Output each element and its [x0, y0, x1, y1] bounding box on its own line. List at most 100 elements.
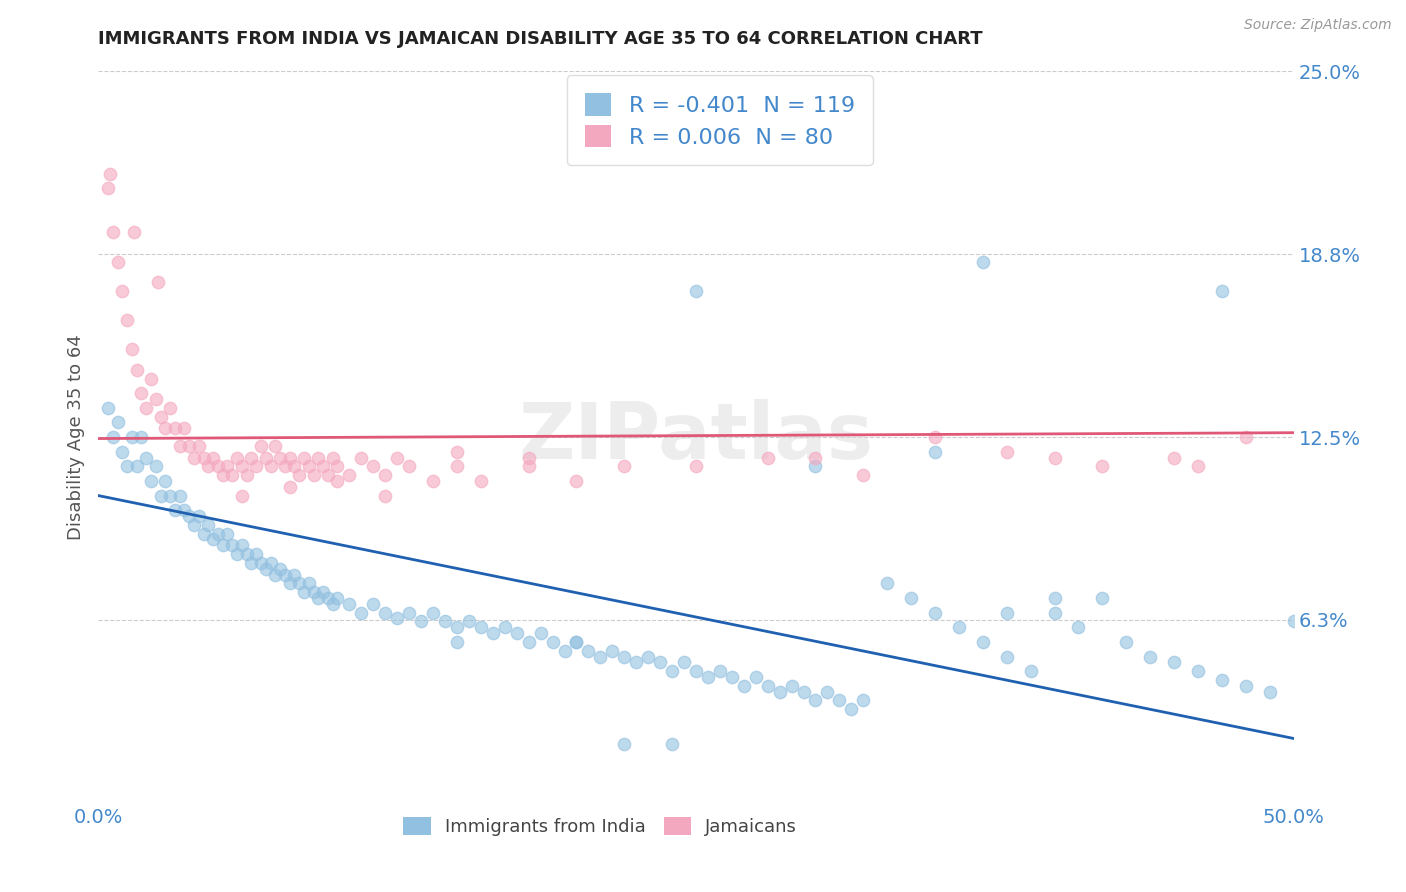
Point [385, 450, 409, 465]
Point [169, 489, 191, 503]
Point [565, 635, 588, 649]
Point [637, 649, 659, 664]
Point [565, 635, 588, 649]
Point [316, 468, 339, 483]
Point [312, 459, 335, 474]
Point [972, 254, 994, 268]
Point [207, 459, 229, 474]
Point [661, 664, 683, 678]
Point [804, 450, 827, 465]
Point [125, 459, 148, 474]
Point [307, 591, 329, 605]
Point [259, 459, 281, 474]
Point [101, 225, 124, 239]
Point [193, 450, 215, 465]
Point [673, 656, 696, 670]
Point [145, 392, 167, 406]
Point [1187, 664, 1209, 678]
Point [135, 401, 157, 415]
Point [235, 547, 257, 561]
Point [613, 737, 636, 751]
Point [202, 533, 225, 547]
Point [115, 313, 138, 327]
Point [458, 615, 481, 629]
Point [288, 576, 311, 591]
Point [517, 450, 540, 465]
Point [221, 468, 243, 483]
Point [183, 517, 205, 532]
Point [481, 626, 505, 640]
Point [530, 626, 553, 640]
Point [1043, 591, 1066, 605]
Point [815, 684, 838, 698]
Point [1115, 635, 1137, 649]
Point [316, 591, 339, 605]
Point [131, 386, 153, 401]
Point [149, 489, 172, 503]
Point [326, 591, 349, 605]
Point [245, 459, 267, 474]
Point [217, 459, 239, 474]
Point [302, 585, 325, 599]
Point [131, 430, 153, 444]
Point [231, 489, 253, 503]
Point [350, 450, 373, 465]
Point [121, 343, 143, 357]
Point [1163, 656, 1185, 670]
Point [101, 430, 124, 444]
Point [745, 670, 768, 684]
Point [149, 409, 172, 424]
Point [264, 439, 287, 453]
Point [197, 517, 219, 532]
Point [107, 416, 129, 430]
Point [709, 664, 731, 678]
Point [231, 538, 253, 552]
Point [274, 567, 297, 582]
Point [193, 526, 215, 541]
Point [685, 459, 707, 474]
Point [398, 459, 420, 474]
Point [288, 468, 311, 483]
Point [613, 459, 636, 474]
Point [517, 459, 540, 474]
Point [385, 611, 409, 625]
Point [565, 474, 588, 488]
Point [793, 684, 815, 698]
Point [363, 597, 385, 611]
Point [163, 421, 186, 435]
Point [613, 649, 636, 664]
Point [422, 474, 444, 488]
Point [1091, 591, 1114, 605]
Point [326, 474, 349, 488]
Point [602, 643, 624, 657]
Point [278, 576, 301, 591]
Point [145, 459, 167, 474]
Point [264, 567, 287, 582]
Point [292, 585, 315, 599]
Point [721, 670, 744, 684]
Point [1258, 684, 1281, 698]
Point [173, 503, 195, 517]
Point [661, 737, 683, 751]
Point [446, 620, 468, 634]
Point [307, 450, 329, 465]
Point [1211, 673, 1233, 687]
Point [211, 468, 233, 483]
Point [217, 526, 239, 541]
Point [1067, 620, 1090, 634]
Point [924, 606, 946, 620]
Point [173, 421, 195, 435]
Point [626, 656, 648, 670]
Point [841, 702, 863, 716]
Point [139, 474, 162, 488]
Point [446, 459, 468, 474]
Point [245, 547, 267, 561]
Point [411, 615, 433, 629]
Point [98, 167, 122, 181]
Point [240, 450, 263, 465]
Point [124, 225, 146, 239]
Point [470, 620, 492, 634]
Point [125, 363, 148, 377]
Point [578, 643, 600, 657]
Point [780, 679, 803, 693]
